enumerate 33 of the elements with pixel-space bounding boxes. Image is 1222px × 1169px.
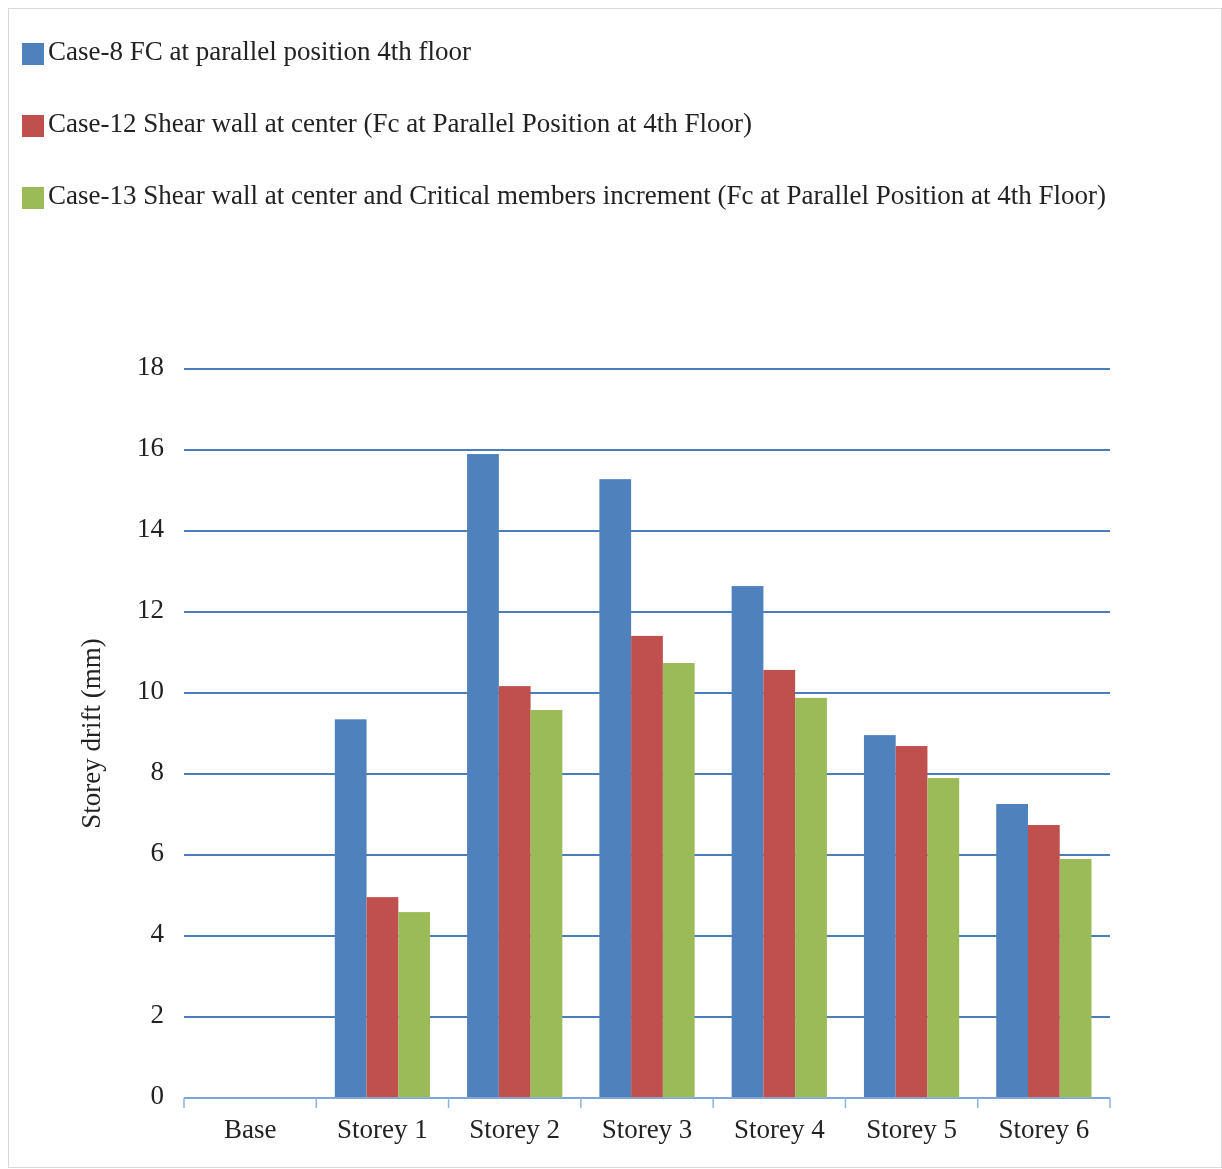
y-tick-label: 0 <box>150 1080 164 1111</box>
x-tick-label: Base <box>223 1114 277 1144</box>
legend-label: Case-12 Shear wall at center (Fc at Parallel Position at 4th Floor) <box>48 108 753 139</box>
bar <box>1027 825 1060 1098</box>
x-tick-label: Storey 4 <box>733 1114 826 1144</box>
bar <box>366 897 399 1098</box>
bar <box>895 746 928 1098</box>
y-tick-label: 12 <box>137 594 164 625</box>
y-tick-label: 16 <box>137 432 164 463</box>
y-tick-label: 14 <box>137 513 165 544</box>
bar <box>927 778 960 1098</box>
y-tick-label: 2 <box>150 999 164 1030</box>
bar <box>662 663 695 1098</box>
y-tick-label: 6 <box>150 837 164 868</box>
y-axis-title: Storey drift (mm) <box>76 638 106 829</box>
x-tick-label: Storey 3 <box>601 1114 693 1144</box>
x-tick-label: Storey 5 <box>866 1114 957 1144</box>
bar <box>398 912 431 1098</box>
y-tick-label: 10 <box>137 675 164 706</box>
x-tick-label: Storey 6 <box>998 1114 1090 1144</box>
bar <box>631 635 663 1098</box>
bar <box>1059 859 1092 1098</box>
bar <box>498 686 531 1098</box>
x-tick-label: Storey 1 <box>337 1114 428 1144</box>
bar <box>530 710 563 1098</box>
legend-label: Case-13 Shear wall at center and Critical members increment (Fc at Parallel Position at 4th Floor) <box>48 180 1106 211</box>
bar <box>763 669 796 1098</box>
y-tick-label: 18 <box>137 351 164 382</box>
x-tick-label: Storey 2 <box>469 1114 561 1144</box>
y-tick-label: 8 <box>150 756 164 787</box>
bar <box>795 697 827 1098</box>
y-tick-label: 4 <box>150 918 165 949</box>
legend-label: Case-8 FC at parallel position 4th floor <box>48 36 471 67</box>
